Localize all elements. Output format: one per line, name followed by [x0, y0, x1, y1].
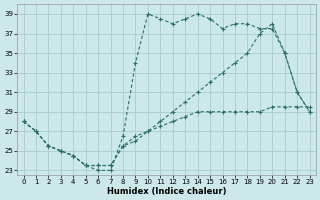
X-axis label: Humidex (Indice chaleur): Humidex (Indice chaleur): [107, 187, 226, 196]
